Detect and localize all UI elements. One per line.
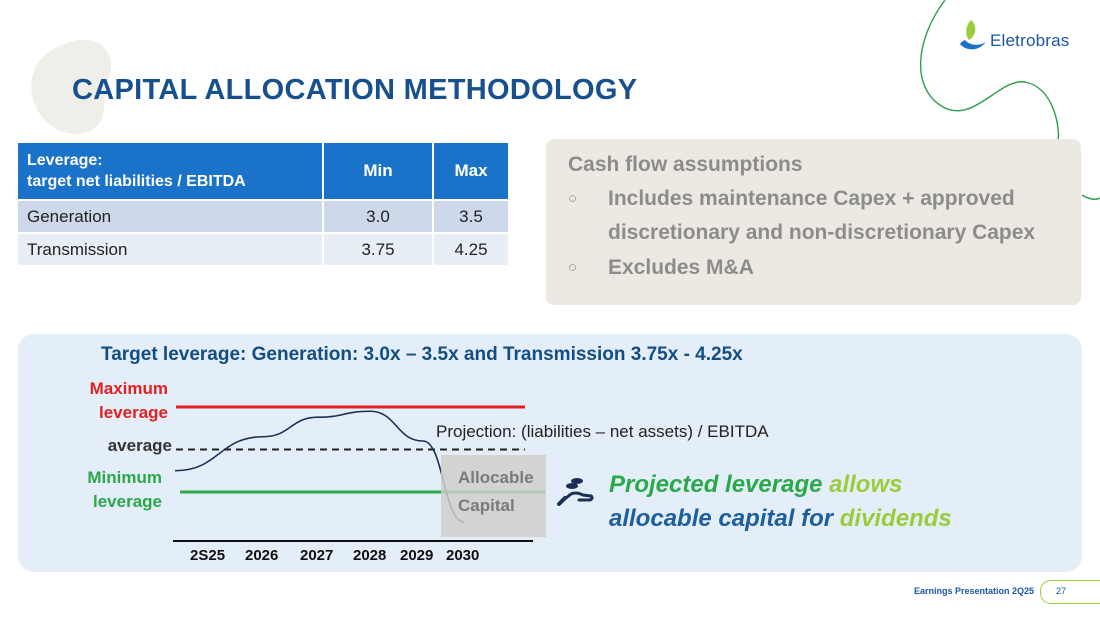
projection-series-label: Projection: (liabilities – net assets) /… bbox=[436, 422, 769, 441]
footer-text: Earnings Presentation 2Q25 bbox=[914, 586, 1035, 596]
logo-text: Eletrobras bbox=[990, 31, 1070, 50]
green-curve-decoration-right bbox=[1081, 194, 1100, 200]
allocable-capital-box bbox=[441, 455, 546, 537]
cash-flow-title: Cash flow assumptions bbox=[568, 153, 803, 176]
cash-flow-box: Cash flow assumptions ○ Includes maintena… bbox=[546, 139, 1081, 305]
green-curve-decoration bbox=[919, 0, 1060, 141]
leverage-header-cell: Leverage: target net liabilities / EBITD… bbox=[18, 143, 324, 200]
leverage-chart bbox=[173, 405, 545, 542]
circle-bullet-icon: ○ bbox=[568, 190, 578, 207]
cash-flow-item: ○ Includes maintenance Capex + approved d… bbox=[568, 182, 1068, 250]
callout-line1: Projected leverage allows bbox=[609, 468, 952, 502]
x-tick-label: 2030 bbox=[446, 547, 480, 564]
cash-flow-item-text: Excludes M&A bbox=[608, 256, 754, 279]
x-tick-label: 2026 bbox=[245, 547, 279, 564]
leverage-chart-panel: Target leverage: Generation: 3.0x – 3.5x… bbox=[18, 334, 1082, 572]
x-tick-label: 2027 bbox=[300, 547, 334, 564]
minimum-leverage-label-line1: Minimum bbox=[87, 468, 162, 487]
projection-series-line bbox=[174, 410, 465, 523]
x-tick-label: 2S25 bbox=[190, 547, 226, 564]
page-number: 27 bbox=[1056, 586, 1067, 596]
minimum-leverage-label: Minimum leverage bbox=[58, 466, 162, 514]
gray-blob-decoration bbox=[31, 39, 112, 134]
min-header: Min bbox=[323, 143, 434, 200]
page-title: CAPITAL ALLOCATION METHODOLOGY bbox=[72, 74, 638, 106]
row-max: 3.5 bbox=[433, 199, 508, 233]
table-row: Transmission 3.75 4.25 bbox=[18, 232, 508, 265]
hand-coins-icon bbox=[557, 478, 594, 506]
table-header-row: Leverage: target net liabilities / EBITD… bbox=[18, 143, 508, 200]
row-name: Generation bbox=[18, 199, 324, 233]
cash-flow-item-text: Includes maintenance Capex + approved di… bbox=[608, 187, 1036, 244]
row-min: 3.75 bbox=[323, 232, 434, 265]
maximum-leverage-label-line2: leverage bbox=[99, 403, 168, 422]
circle-bullet-icon: ○ bbox=[568, 259, 578, 276]
eletrobras-logo: Eletrobras bbox=[958, 18, 1088, 58]
capital-label: Capital bbox=[458, 496, 515, 515]
projected-leverage-callout: Projected leverage allows allocable capi… bbox=[609, 468, 952, 536]
row-min: 3.0 bbox=[323, 199, 434, 233]
cash-flow-item: ○ Excludes M&A bbox=[568, 251, 1068, 285]
callout-part3: allocable capital for bbox=[609, 505, 840, 532]
x-tick-label: 2029 bbox=[400, 547, 434, 564]
minimum-leverage-label-line2: leverage bbox=[93, 492, 162, 511]
leverage-header-line2: target net liabilities / EBITDA bbox=[27, 173, 246, 190]
callout-part2: allows bbox=[829, 471, 903, 498]
leverage-header-line1: Leverage: bbox=[27, 152, 103, 169]
leverage-table: Leverage: target net liabilities / EBITD… bbox=[18, 143, 508, 265]
max-header: Max bbox=[433, 143, 508, 200]
chart-title: Target leverage: Generation: 3.0x – 3.5x… bbox=[101, 344, 743, 365]
callout-part1: Projected leverage bbox=[609, 471, 830, 498]
allocable-label: Allocable bbox=[458, 468, 534, 487]
average-label: average bbox=[107, 436, 172, 455]
callout-part4: dividends bbox=[839, 505, 952, 532]
row-max: 4.25 bbox=[433, 232, 508, 265]
eletrobras-logo-icon bbox=[960, 20, 986, 50]
page-number-badge: 27 bbox=[1040, 580, 1100, 604]
maximum-leverage-label: Maximum leverage bbox=[58, 377, 168, 425]
maximum-leverage-label-line1: Maximum bbox=[89, 379, 168, 398]
row-name: Transmission bbox=[18, 232, 324, 265]
table-row: Generation 3.0 3.5 bbox=[18, 199, 508, 233]
x-tick-label: 2028 bbox=[353, 547, 387, 564]
callout-line2: allocable capital for dividends bbox=[609, 502, 952, 536]
